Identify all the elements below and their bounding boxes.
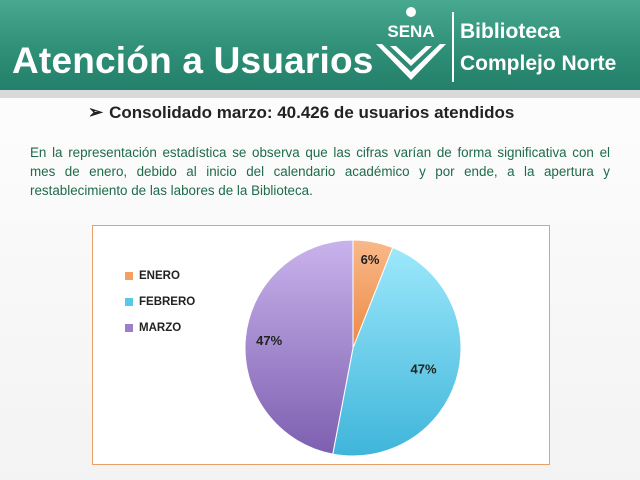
page-title: Atención a Usuarios (12, 40, 374, 81)
legend-swatch-febrero (125, 298, 133, 306)
description-paragraph: En la representación estadística se obse… (30, 145, 610, 198)
logo-divider (452, 12, 454, 82)
arrow-bullet-icon: ➢ (88, 102, 104, 122)
legend-item-febrero: FEBRERO (125, 296, 195, 322)
data-label-marzo: 47% (256, 333, 282, 348)
subheading: ➢ Consolidado marzo: 40.426 de usuarios a… (88, 102, 514, 123)
legend-label-febrero: FEBRERO (139, 296, 196, 308)
org-name-line2: Complejo Norte (460, 52, 617, 75)
chart-legend: ENERO FEBRERO MARZO (125, 270, 195, 348)
subheading-text: Consolidado marzo: 40.426 de usuarios at… (109, 103, 515, 122)
header-band: Atención a Usuarios SENA Biblioteca Comp… (0, 0, 640, 90)
legend-swatch-enero (125, 272, 133, 280)
legend-label-marzo: MARZO (139, 322, 182, 334)
data-label-enero: 6% (361, 252, 380, 267)
legend-item-enero: ENERO (125, 270, 195, 296)
legend-swatch-marzo (125, 324, 133, 332)
sena-logo-icon: SENA (376, 7, 446, 80)
header-separator (0, 90, 640, 98)
pie-slice-marzo (244, 239, 354, 455)
legend-label-enero: ENERO (139, 270, 180, 282)
pie-slice-febrero (332, 246, 462, 457)
logo-text: SENA (387, 22, 434, 41)
data-label-febrero: 47% (411, 361, 437, 376)
org-name-line1: Biblioteca (460, 20, 561, 43)
legend-item-marzo: MARZO (125, 322, 195, 348)
